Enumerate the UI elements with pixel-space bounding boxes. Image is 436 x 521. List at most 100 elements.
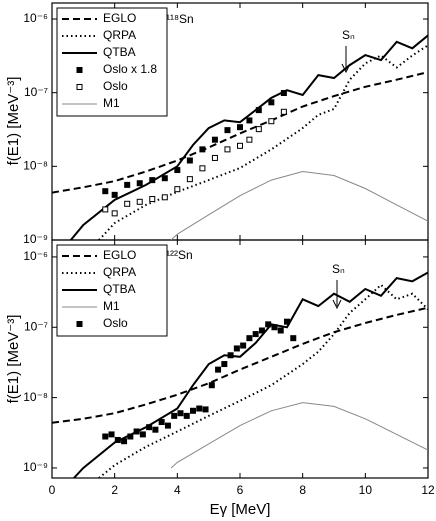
data-point [233,345,240,352]
series-line [170,170,428,240]
data-point [111,210,118,217]
series-line [70,34,428,240]
data-point [114,436,121,443]
x-tick-label: 10 [359,483,373,497]
x-tick-label: 2 [111,483,118,497]
data-point [164,422,171,429]
data-point [152,426,159,433]
data-point [277,327,284,334]
y-axis-label: f(E1) [MeV⁻³] [5,77,22,166]
data-point [108,431,115,438]
data-point [246,136,253,143]
data-point [221,361,228,368]
x-tick-label: 4 [174,483,181,497]
data-point [246,117,253,124]
data-point [177,410,184,417]
series-line [98,283,428,478]
data-point [127,433,134,440]
legend-label: EGLO [103,11,136,25]
data-point [174,186,181,193]
legend-label: M1 [103,96,120,110]
data-point [158,419,165,426]
y-axis-label: f(E1) [MeV⁻³] [5,315,22,404]
data-point [211,136,218,143]
data-point [136,180,143,187]
legend-marker [76,321,83,327]
y-tick-label: 10⁻⁹ [23,460,48,474]
data-point [215,366,222,373]
y-tick-label: 10⁻⁶ [23,11,48,25]
data-point [161,175,168,182]
threshold-label: Sₙ [332,262,345,276]
data-point [255,107,262,114]
data-point [174,167,181,174]
annotation: ¹²²Sn [166,248,193,262]
legend-label: Oslo x 1.8 [103,62,157,76]
y-tick-label: 10⁻⁹ [23,232,48,246]
annotation: ¹¹⁸Sn [166,12,194,26]
data-point [252,331,259,338]
data-point [265,321,272,328]
data-point [199,165,206,172]
data-point [202,406,209,413]
data-point [121,438,128,445]
data-point [196,405,203,412]
data-point [199,146,206,153]
legend-label: QRPA [103,28,136,42]
data-point [149,177,156,184]
data-point [133,428,140,435]
data-point [102,206,109,213]
data-point [146,424,153,431]
legend-box [56,7,168,117]
data-point [102,188,109,195]
y-tick-label: 10⁻⁶ [23,249,48,263]
y-tick-label: 10⁻⁸ [23,159,48,173]
data-point [240,342,247,349]
data-point [284,318,290,325]
data-point [255,126,262,133]
series-line [170,402,428,469]
data-point [237,124,243,131]
threshold-label: Sₙ [342,28,355,42]
x-tick-label: 0 [49,483,56,497]
data-point [136,198,143,205]
x-tick-label: 6 [237,483,244,497]
data-point [224,127,231,134]
x-tick-label: 8 [299,483,306,497]
data-point [290,335,297,342]
data-point [161,194,168,201]
legend-label: Oslo [103,79,128,93]
legend-marker [76,84,83,90]
series-line [52,306,428,424]
data-point [186,176,193,183]
data-point [237,142,243,149]
y-tick-label: 10⁻⁷ [24,85,48,99]
data-point [268,118,275,125]
plot-area [52,34,428,240]
data-point [268,99,275,106]
legend-label: Oslo [103,316,128,330]
y-tick-label: 10⁻⁸ [23,390,48,404]
data-point [183,412,190,419]
data-point [208,382,215,389]
x-axis-label: Eγ [MeV] [210,501,271,518]
legend-label: QRPA [103,265,136,279]
legend-label: QTBA [103,282,136,296]
data-point [124,181,131,188]
data-point [190,407,196,414]
plot-area [52,271,428,478]
data-point [111,191,118,198]
legend-marker [76,67,83,73]
legend-label: EGLO [103,248,136,262]
data-point [102,433,109,440]
data-point [280,108,287,115]
data-point [149,196,156,203]
data-point [258,327,265,334]
series-line [73,271,428,478]
data-point [271,324,278,331]
legend-label: QTBA [103,45,136,59]
series-line [52,71,428,194]
y-tick-label: 10⁻⁷ [24,319,48,333]
data-point [171,412,178,419]
